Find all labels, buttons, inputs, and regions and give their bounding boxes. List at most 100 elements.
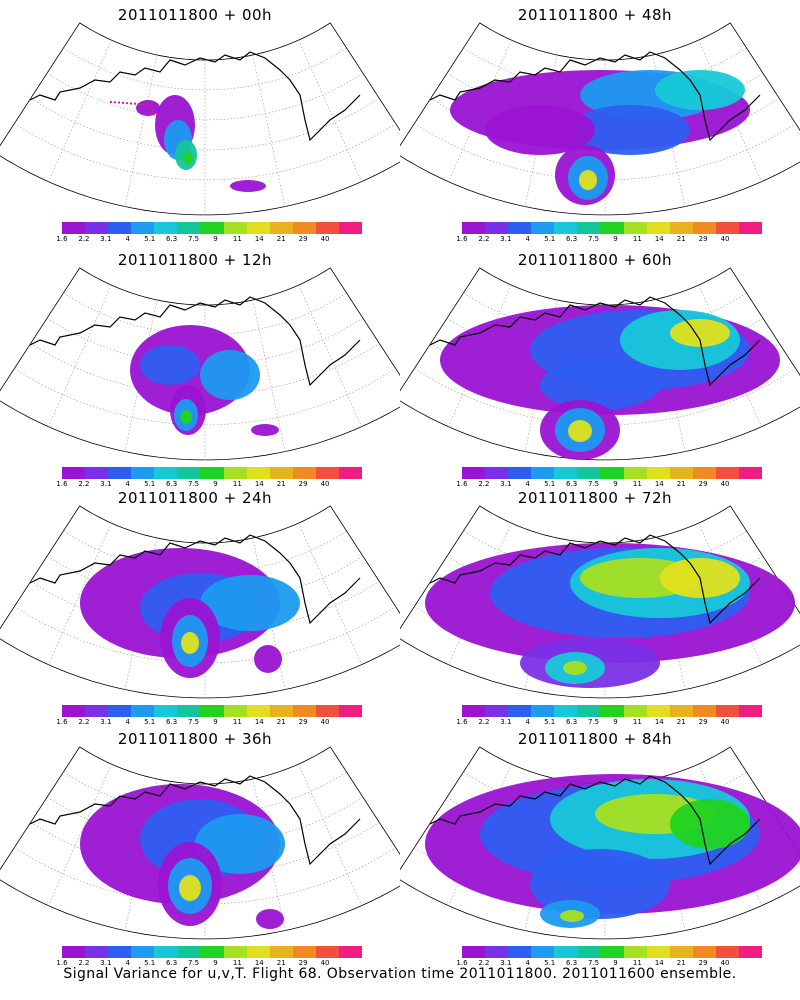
colorbar-tick-label: 9: [213, 235, 218, 243]
colorbar-segment: [85, 946, 109, 958]
colorbar-tick-label: 3.1: [500, 480, 512, 488]
colorbar-segment: [154, 705, 178, 717]
variance-contour: [179, 875, 201, 901]
colorbar-tick-label: 40: [720, 480, 730, 488]
colorbar-labels: 1.6 2.2 3.1 4 5.1 6.3 7.5 9 11 14 21 29 40: [55, 718, 375, 730]
colorbar-labels: 1.6 2.2 3.1 4 5.1 6.3 7.5 9 11 14 21 29 40: [55, 480, 375, 492]
colorbar-tick-label: 7.5: [587, 480, 600, 488]
colorbar-segment: [462, 946, 486, 958]
colorbar-tick-label: 4: [125, 235, 130, 243]
colorbar-segment: [692, 222, 717, 234]
colorbar-tick-label: 29: [698, 959, 708, 967]
colorbar-tick-label: 9: [213, 718, 218, 726]
colorbar-segment: [269, 222, 294, 234]
panel-title: 2011011800 + 36h: [117, 730, 273, 748]
colorbar-tick-label: 4: [125, 480, 130, 488]
colorbar-segment: [131, 467, 155, 479]
colorbar-tick-label: 4: [525, 480, 530, 488]
colorbar-labels: 1.6 2.2 3.1 4 5.1 6.3 7.5 9 11 14 21 29 40: [455, 235, 775, 247]
variance-contour: [195, 814, 285, 874]
colorbar-segment: [485, 705, 509, 717]
colorbar-segment: [508, 222, 532, 234]
colorbar-segment: [692, 705, 717, 717]
colorbar-segment: [200, 705, 225, 717]
colorbar-segment: [292, 946, 317, 958]
variance-contour: [579, 170, 597, 190]
colorbar-segment: [738, 222, 763, 234]
colorbar-tick-label: 3.1: [500, 959, 512, 967]
colorbar-segment: [269, 467, 294, 479]
colorbar-tick-label: 3.1: [100, 235, 112, 243]
colorbar-tick-label: 7.5: [587, 959, 600, 967]
colorbar-segment: [223, 467, 248, 479]
panel-title: 2011011800 + 84h: [517, 730, 673, 748]
panel-title: 2011011800 + 72h: [517, 489, 673, 507]
colorbar-tick-label: 14: [654, 718, 664, 726]
colorbar-tick-label: 29: [698, 480, 708, 488]
latitude-line: [63, 292, 347, 336]
colorbar-tick-label: 11: [632, 718, 642, 726]
colorbar-tick-label: 5.1: [544, 235, 556, 243]
coastline: [429, 534, 761, 625]
colorbar-segment: [154, 467, 178, 479]
colorbar-tick-label: 2.2: [478, 235, 490, 243]
colorbar-tick-label: 21: [676, 959, 686, 967]
variance-contour: [540, 360, 660, 410]
colorbar-segment: [485, 222, 509, 234]
colorbar-tick-label: 5.1: [544, 959, 556, 967]
colorbar-segment: [554, 467, 578, 479]
colorbar-tick-label: 11: [632, 959, 642, 967]
colorbar-tick-label: 6.3: [166, 718, 178, 726]
colorbar-tick-label: 5.1: [544, 480, 556, 488]
map-domain: [0, 22, 400, 216]
colorbar-segment: [692, 467, 717, 479]
colorbar-tick-label: 3.1: [100, 959, 112, 967]
variance-contour: [670, 319, 730, 347]
colorbar-segment: [669, 467, 694, 479]
variance-contour: [230, 180, 266, 192]
colorbar-segment: [177, 946, 201, 958]
colorbar-segment: [85, 222, 109, 234]
map-panel-60h: 2011011800 + 60h 1.6 2.2 3.1 4 5.1 6.3 7.5 9 11 1…: [400, 245, 800, 488]
variance-contour: [200, 350, 260, 400]
longitude-line: [252, 54, 286, 207]
colorbar-tick-label: 21: [676, 235, 686, 243]
colorbar-tick-label: 7.5: [587, 235, 600, 243]
colorbar-tick-label: 6.3: [166, 959, 178, 967]
colorbar-segment: [623, 467, 648, 479]
colorbar-labels: 1.6 2.2 3.1 4 5.1 6.3 7.5 9 11 14 21 29 40: [455, 480, 775, 492]
latitude-line: [14, 368, 396, 426]
colorbar-tick-label: 7.5: [587, 718, 600, 726]
colorbar-tick-label: 29: [298, 959, 308, 967]
latitude-line: [14, 123, 396, 181]
colorbar-segment: [531, 467, 555, 479]
colorbar-tick-label: 6.3: [566, 718, 578, 726]
colorbar-segment: [246, 946, 271, 958]
colorbar-tick-label: 2.2: [78, 718, 90, 726]
colorbar-tick-label: 1.6: [56, 718, 68, 726]
colorbar-tick-label: 7.5: [187, 718, 200, 726]
colorbar-segment: [62, 467, 86, 479]
colorbar-tick-label: 14: [654, 480, 664, 488]
colorbar-tick-label: 11: [232, 718, 242, 726]
colorbar-segment: [200, 467, 225, 479]
colorbar-segment: [108, 467, 132, 479]
colorbar-tick-label: 1.6: [56, 480, 68, 488]
colorbar-segment: [600, 222, 625, 234]
variance-contour: [251, 424, 279, 436]
colorbar-tick-label: 7.5: [187, 480, 200, 488]
colorbar-segment: [131, 222, 155, 234]
colorbar-tick-label: 5.1: [544, 718, 556, 726]
colorbar-tick-label: 1.6: [456, 959, 468, 967]
colorbar-segment: [554, 222, 578, 234]
longitude-line: [298, 522, 362, 665]
colorbar-segment: [315, 467, 340, 479]
colorbar-tick-label: 9: [613, 480, 618, 488]
colorbar-segment: [623, 705, 648, 717]
variance-contour: [560, 910, 584, 922]
colorbar-segment: [508, 705, 532, 717]
colorbar-segment: [269, 946, 294, 958]
map-plot: [0, 505, 400, 699]
latitude-line: [63, 771, 347, 815]
colorbar-tick-label: 40: [720, 718, 730, 726]
